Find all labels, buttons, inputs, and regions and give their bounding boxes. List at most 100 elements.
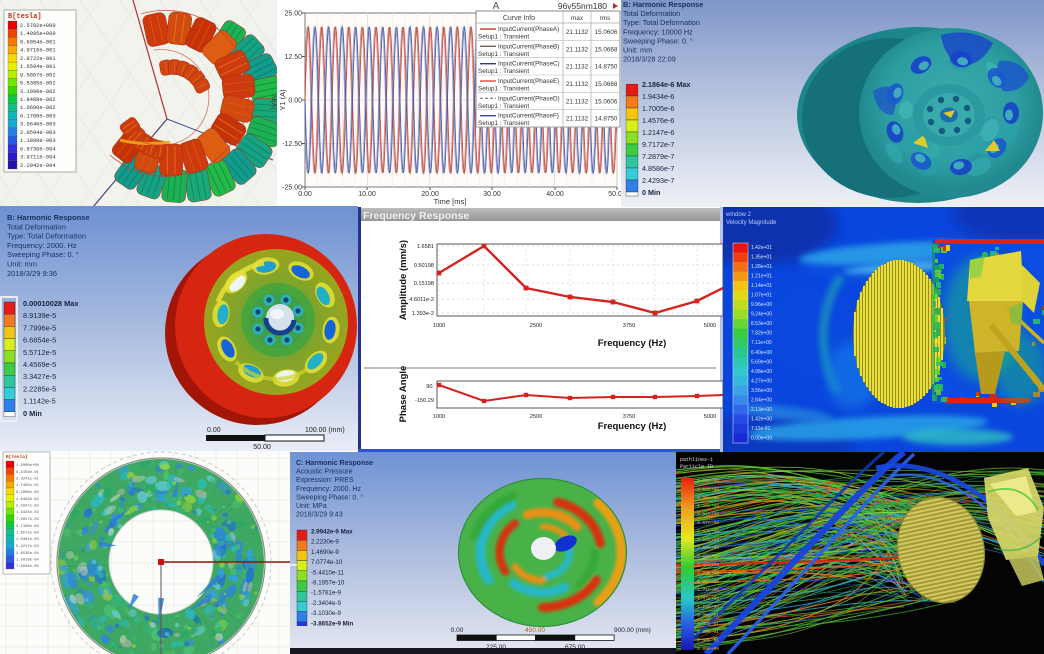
svg-text:3.3427e-5: 3.3427e-5 <box>23 372 56 381</box>
svg-text:-3.1030e-9: -3.1030e-9 <box>311 610 341 617</box>
svg-text:-1.5781e-9: -1.5781e-9 <box>311 590 341 597</box>
svg-text:4.8586e-7: 4.8586e-7 <box>642 164 674 173</box>
svg-text:B[tesla]: B[tesla] <box>6 454 28 460</box>
svg-text:9.5867e-002: 9.5867e-002 <box>20 72 56 78</box>
svg-text:1.3425e-02: 1.3425e-02 <box>16 511 40 515</box>
svg-text:5.4217e-04: 5.4217e-04 <box>16 545 40 549</box>
svg-text:1.22e+00: 1.22e+00 <box>697 604 719 610</box>
svg-text:1.35e+01: 1.35e+01 <box>751 255 772 261</box>
svg-text:5.5712e-5: 5.5712e-5 <box>23 348 56 357</box>
svg-text:21.1132: 21.1132 <box>566 64 589 71</box>
svg-text:1.96e+00: 1.96e+00 <box>697 579 719 585</box>
svg-text:Unit: mm: Unit: mm <box>7 260 37 269</box>
svg-text:50.00: 50.00 <box>608 191 621 198</box>
svg-text:1.7005e-6: 1.7005e-6 <box>642 104 674 113</box>
svg-text:0.00: 0.00 <box>288 98 302 105</box>
svg-text:3.67e+00: 3.67e+00 <box>697 520 719 526</box>
svg-text:6.6854e-5: 6.6854e-5 <box>23 336 56 345</box>
svg-text:2.8535e-04: 2.8535e-04 <box>16 552 40 556</box>
svg-text:5000: 5000 <box>704 323 716 329</box>
svg-text:0.15198: 0.15198 <box>414 281 434 287</box>
svg-text:Frequency: 10000 Hz: Frequency: 10000 Hz <box>623 27 693 36</box>
svg-text:21.1132: 21.1132 <box>566 29 589 36</box>
svg-text:7.0774e-10: 7.0774e-10 <box>311 559 343 566</box>
svg-text:1.4576e-6: 1.4576e-6 <box>642 116 674 125</box>
svg-text:2.84e+00: 2.84e+00 <box>751 397 772 403</box>
svg-text:-12.50: -12.50 <box>282 141 302 148</box>
svg-text:15.0668: 15.0668 <box>595 81 618 88</box>
svg-text:Time [ms]: Time [ms] <box>434 197 467 206</box>
svg-text:1.4095e+000: 1.4095e+000 <box>20 31 56 37</box>
svg-text:21.1132: 21.1132 <box>566 81 589 88</box>
svg-text:-2.3404e-9: -2.3404e-9 <box>311 600 341 607</box>
svg-text:1.2000e+00: 1.2000e+00 <box>16 464 40 468</box>
svg-text:450.00: 450.00 <box>525 627 545 634</box>
svg-text:2.4293e-7: 2.4293e-7 <box>642 176 674 185</box>
svg-text:Frequency: 2000. Hz: Frequency: 2000. Hz <box>296 486 361 493</box>
svg-text:21.1132: 21.1132 <box>566 46 589 53</box>
svg-text:50.00: 50.00 <box>253 444 271 451</box>
svg-text:9.78e-01: 9.78e-01 <box>697 612 719 618</box>
svg-text:15.0668: 15.0668 <box>595 46 618 53</box>
svg-text:2018/3/29 9:43: 2018/3/29 9:43 <box>296 512 343 519</box>
svg-text:4.27e+00: 4.27e+00 <box>751 378 772 384</box>
svg-text:10.00: 10.00 <box>358 191 376 198</box>
svg-text:Sweeping Phase: 0. °: Sweeping Phase: 0. ° <box>296 493 363 501</box>
svg-text:Unit: MPa: Unit: MPa <box>296 503 327 510</box>
svg-text:15.0606: 15.0606 <box>595 29 618 36</box>
svg-text:2.20e+00: 2.20e+00 <box>697 570 719 576</box>
svg-text:25.00: 25.00 <box>284 11 302 18</box>
svg-text:14.8750: 14.8750 <box>595 64 618 71</box>
svg-text:6.3158e-01: 6.3158e-01 <box>16 471 40 475</box>
svg-text:-3.8652e-9 Min: -3.8652e-9 Min <box>311 620 354 627</box>
svg-text:2.5507e-02: 2.5507e-02 <box>16 505 40 509</box>
svg-text:pathlines-1: pathlines-1 <box>680 457 713 463</box>
svg-text:0 Min: 0 Min <box>23 409 42 418</box>
svg-text:-150.29: -150.29 <box>415 398 434 404</box>
svg-text:7.11e-01: 7.11e-01 <box>751 426 771 432</box>
svg-text:3.91e+00: 3.91e+00 <box>697 512 719 518</box>
svg-text:1.5019e-04: 1.5019e-04 <box>16 559 40 563</box>
svg-text:1.42e+00: 1.42e+00 <box>751 416 772 422</box>
svg-text:1.1898e-003: 1.1898e-003 <box>20 138 56 144</box>
svg-text:4.98e+00: 4.98e+00 <box>751 369 772 375</box>
svg-text:0 Min: 0 Min <box>642 188 660 197</box>
svg-text:1.47e+00: 1.47e+00 <box>697 596 719 602</box>
svg-text:2018/3/28 22:09: 2018/3/28 22:09 <box>623 55 676 64</box>
svg-text:90.: 90. <box>426 384 434 390</box>
svg-text:Unit: mm: Unit: mm <box>623 46 652 55</box>
svg-text:3.7188e-03: 3.7188e-03 <box>16 525 40 529</box>
svg-text:Type: Total Deformation: Type: Total Deformation <box>623 18 700 27</box>
svg-text:Total Deformation: Total Deformation <box>623 9 680 18</box>
svg-text:7.7996e-5: 7.7996e-5 <box>23 323 56 332</box>
svg-text:2.0594e-003: 2.0594e-003 <box>20 130 56 136</box>
svg-text:InputCurrent(PhaseA): InputCurrent(PhaseA) <box>498 26 559 33</box>
svg-text:8.9139e-5: 8.9139e-5 <box>23 311 56 320</box>
svg-text:1.0301e-03: 1.0301e-03 <box>16 538 40 542</box>
svg-text:InputCurrent(PhaseF): InputCurrent(PhaseF) <box>498 113 559 120</box>
svg-text:225.00: 225.00 <box>486 644 506 651</box>
svg-text:7.9046e-05: 7.9046e-05 <box>16 565 40 569</box>
svg-text:4.89e+00: 4.89e+00 <box>697 478 719 484</box>
svg-text:B: Harmonic Response: B: Harmonic Response <box>7 213 90 222</box>
svg-text:4.4569e-5: 4.4569e-5 <box>23 360 56 369</box>
svg-text:Frequency (Hz): Frequency (Hz) <box>598 421 667 432</box>
svg-text:2.44e+00: 2.44e+00 <box>697 562 719 568</box>
svg-text:window 2: window 2 <box>725 212 752 218</box>
svg-text:5.5385e-002: 5.5385e-002 <box>20 81 56 87</box>
svg-text:Particle ID: Particle ID <box>680 464 713 470</box>
svg-text:1.71e+00: 1.71e+00 <box>697 587 719 593</box>
svg-text:8.53e+00: 8.53e+00 <box>751 321 772 327</box>
svg-text:3.42e+00: 3.42e+00 <box>697 528 719 534</box>
svg-text:InputCurrent(PhaseB): InputCurrent(PhaseB) <box>498 43 559 50</box>
svg-text:1.9572e-03: 1.9572e-03 <box>16 532 40 536</box>
svg-text:2018/3/29 9:36: 2018/3/29 9:36 <box>7 269 57 278</box>
svg-text:3.3241e-01: 3.3241e-01 <box>16 478 40 482</box>
svg-text:2500: 2500 <box>530 323 542 329</box>
svg-text:3750: 3750 <box>623 323 635 329</box>
svg-text:0.00e+00: 0.00e+00 <box>751 436 772 442</box>
svg-text:1.14e+01: 1.14e+01 <box>751 283 772 289</box>
svg-text:5000: 5000 <box>704 414 716 420</box>
svg-text:8.6054e-001: 8.6054e-001 <box>20 39 56 45</box>
svg-text:B[tesla]: B[tesla] <box>8 13 42 21</box>
